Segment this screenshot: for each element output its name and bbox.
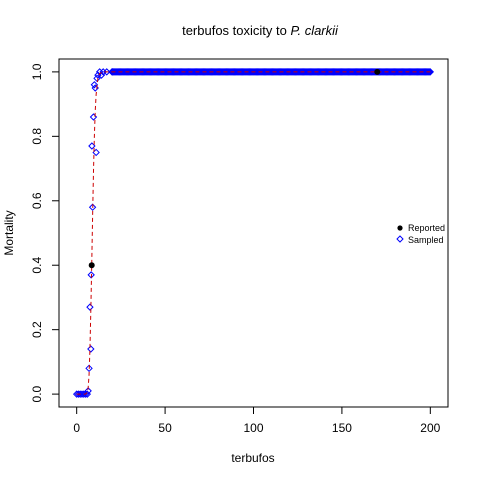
sampled-point xyxy=(84,387,92,395)
x-axis-label: terbufos xyxy=(231,451,274,465)
sampled-band-point xyxy=(425,68,434,76)
sampled-point xyxy=(90,81,99,89)
legend-item-reported: Reported xyxy=(397,223,445,233)
sampled-band xyxy=(108,68,435,76)
y-axis-label: Mortality xyxy=(2,210,16,255)
legend-label-sampled: Sampled xyxy=(408,235,444,245)
chart-title-species: P. clarkii xyxy=(290,23,339,38)
chart-title: terbufos toxicity to P. clarkii xyxy=(182,23,339,38)
x-tick-label: 50 xyxy=(158,421,172,435)
sampled-point xyxy=(103,68,111,76)
reported-point xyxy=(374,68,381,75)
plot-frame xyxy=(58,58,449,408)
y-axis: 0.0 0.2 0.4 0.6 0.8 1.0 xyxy=(30,63,60,402)
y-tick-label: 0.2 xyxy=(30,321,44,338)
sampled-point xyxy=(87,271,95,279)
sampled-band-point xyxy=(423,68,432,76)
sampled-point xyxy=(88,203,97,211)
y-tick-label: 0.4 xyxy=(30,257,44,274)
sampled-point xyxy=(88,142,96,150)
plot-area xyxy=(72,68,435,398)
x-tick-label: 100 xyxy=(243,421,263,435)
x-tick-label: 0 xyxy=(73,421,80,435)
reported-point xyxy=(88,262,95,269)
sampled-point xyxy=(85,364,93,373)
legend-marker-reported xyxy=(397,225,403,231)
sampled-point xyxy=(87,345,95,353)
x-tick-label: 150 xyxy=(332,421,352,435)
legend-label-reported: Reported xyxy=(408,223,445,233)
chart-title-main: terbufos toxicity to xyxy=(182,23,290,38)
fitted-curve xyxy=(76,71,431,395)
legend-marker-sampled xyxy=(396,235,404,243)
y-tick-label: 0.8 xyxy=(30,128,44,145)
sampled-band-point xyxy=(424,68,433,76)
sampled-band-point xyxy=(426,68,435,76)
sampled-point xyxy=(86,303,94,311)
y-tick-label: 0.6 xyxy=(30,192,44,209)
y-tick-label: 1.0 xyxy=(30,63,44,80)
x-tick-label: 200 xyxy=(420,421,440,435)
legend-item-sampled: Sampled xyxy=(396,235,444,245)
y-tick-label: 0.0 xyxy=(30,385,44,402)
sampled-point xyxy=(108,68,116,76)
legend: Reported Sampled xyxy=(396,223,445,245)
x-axis: 0 50 100 150 200 xyxy=(73,406,441,435)
